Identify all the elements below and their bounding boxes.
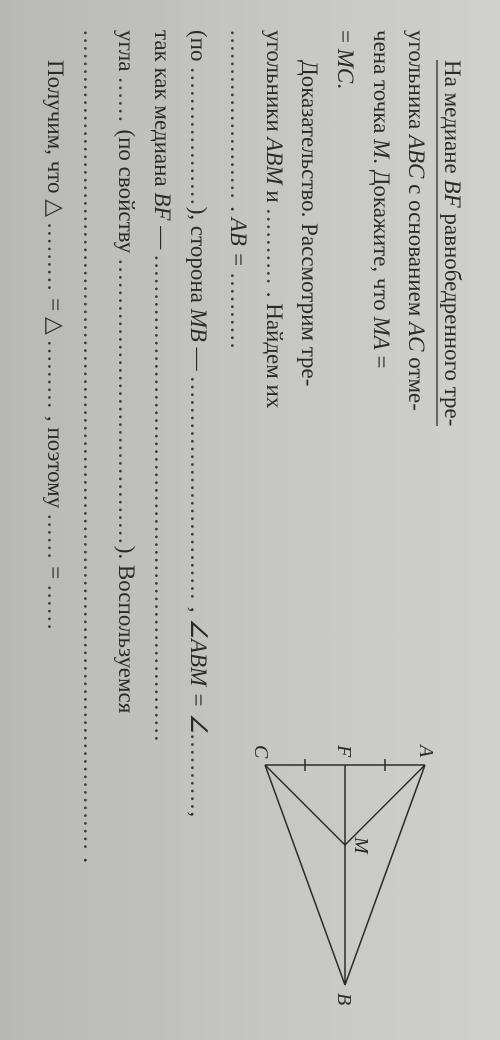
- t: отме-: [404, 351, 429, 410]
- svg-text:B: B: [333, 993, 355, 1005]
- blank: ..................: [186, 67, 211, 207]
- t: . Докажите, что: [369, 158, 394, 316]
- textbook-page: На медиане BF равнобедренного тре- уголь…: [0, 0, 500, 1040]
- t: равнобедренного тре-: [440, 208, 465, 427]
- svg-text:A: A: [415, 743, 437, 758]
- t: . Найдем их: [262, 286, 287, 408]
- t: ,: [186, 601, 211, 613]
- svg-text:M: M: [350, 836, 372, 855]
- blank: ........................................…: [150, 255, 175, 743]
- blank: .............................: [186, 376, 211, 601]
- triangle-diagram: A C F B M: [221, 730, 470, 1010]
- v: AC: [404, 322, 429, 351]
- blank: .........: [43, 223, 68, 293]
- t: —: [186, 342, 211, 377]
- t: и: [262, 185, 287, 209]
- t: .: [226, 201, 251, 218]
- v: MB: [186, 309, 211, 342]
- eq: AB =: [226, 218, 251, 273]
- t: (по: [186, 30, 211, 67]
- t: ). Воспользуемся: [114, 546, 139, 714]
- svg-text:F: F: [333, 744, 355, 758]
- blank: .........: [43, 340, 68, 410]
- v: M: [369, 139, 394, 158]
- blank: ......: [43, 585, 68, 632]
- t: (по свойству: [114, 124, 139, 259]
- eq: ∠ABM = ∠: [186, 618, 211, 734]
- t: так как медиана: [150, 30, 175, 192]
- t: =: [43, 560, 68, 584]
- t: =: [333, 30, 358, 49]
- v: ABC: [404, 135, 429, 178]
- t: Получим, что △: [43, 60, 68, 223]
- t: чена точка: [369, 30, 394, 139]
- t: ), сторона: [186, 207, 211, 309]
- v: BF: [150, 192, 175, 220]
- svg-text:C: C: [250, 745, 272, 759]
- proof-continued: (по ..................), сторона MB — ..…: [37, 30, 215, 1010]
- t: .: [333, 83, 358, 89]
- v: BF: [440, 180, 465, 208]
- t: угольники: [262, 30, 287, 137]
- t: —: [150, 220, 175, 255]
- blank: ..........: [186, 734, 211, 812]
- t: , поэтому: [43, 410, 68, 514]
- blank: ......................: [226, 30, 251, 201]
- blank: ......: [43, 514, 68, 561]
- problem-text: На медиане BF равнобедренного тре- уголь…: [221, 30, 470, 710]
- top-row: На медиане BF равнобедренного тре- уголь…: [221, 30, 470, 1010]
- t: На медиане: [440, 60, 465, 180]
- v: MC: [333, 49, 358, 84]
- v: ABM: [262, 137, 287, 184]
- blank: ........................................…: [79, 30, 104, 852]
- blank: ..........: [226, 273, 251, 351]
- blank: .....................................: [114, 259, 139, 546]
- t: .: [79, 852, 104, 864]
- v: MA: [369, 316, 394, 349]
- t: угольника: [404, 30, 429, 135]
- blank: ..........: [262, 208, 287, 286]
- t: = △: [43, 292, 68, 340]
- t: с основанием: [404, 178, 429, 322]
- t: =: [369, 350, 394, 369]
- blank: ......: [114, 77, 139, 124]
- t: Доказательство. Рассмотрим тре-: [297, 60, 322, 386]
- triangle-svg: A C F B M: [245, 735, 445, 1005]
- t: угла: [114, 30, 139, 77]
